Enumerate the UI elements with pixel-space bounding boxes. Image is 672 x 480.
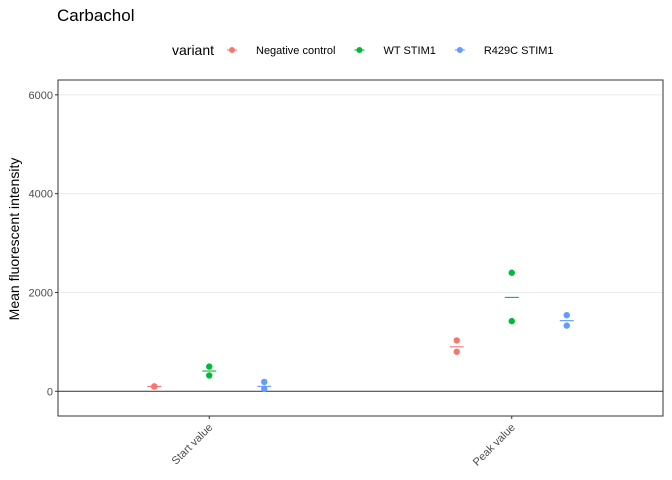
legend: variant Negative control WT STIM1 R429C ST… — [172, 42, 554, 58]
legend-label: R429C STIM1 — [484, 45, 554, 57]
data-point — [563, 322, 570, 329]
data-point — [563, 312, 570, 319]
data-point — [261, 378, 268, 386]
data-point — [261, 385, 268, 393]
data-point — [508, 269, 515, 276]
data-point — [508, 317, 515, 325]
legend-key-point — [229, 47, 235, 53]
x-tick-label: Peak value — [471, 422, 518, 469]
legend-key-point — [356, 47, 363, 53]
y-tick-label: 4000 — [29, 189, 53, 201]
legend-title: variant — [172, 42, 214, 58]
legend-key-point — [456, 47, 463, 53]
data-point — [453, 337, 460, 344]
data-point — [453, 348, 460, 355]
panel-border — [57, 79, 664, 417]
y-tick-label: 2000 — [29, 287, 53, 299]
plot-panel: 0 2000 4000 6000 Start value Peak value — [29, 79, 664, 469]
legend-label: WT STIM1 — [384, 45, 436, 57]
data-point — [206, 363, 213, 370]
y-tick-label: 0 — [47, 386, 53, 398]
chart-title: Carbachol — [57, 6, 135, 25]
legend-label: Negative control — [256, 45, 336, 57]
data-point — [206, 372, 213, 379]
y-axis-title: Mean fluorescent intensity — [6, 158, 22, 321]
x-tick-label: Start value — [170, 422, 216, 468]
y-tick-label: 6000 — [29, 90, 53, 102]
